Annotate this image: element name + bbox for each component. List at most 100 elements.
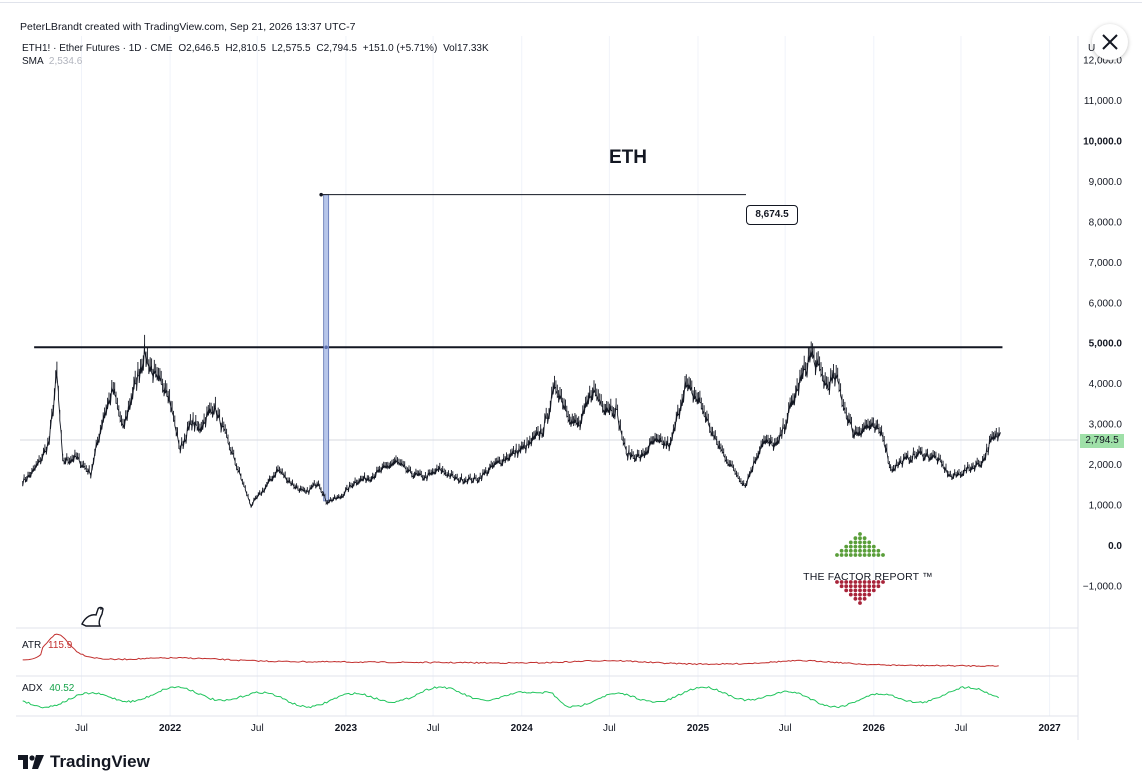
x-tick-label: Jul xyxy=(75,723,88,734)
watermark-dot-red xyxy=(848,592,853,597)
target-price-label[interactable]: 8,674.5 xyxy=(746,205,798,225)
watermark-dot-red xyxy=(853,580,858,584)
watermark-dot-red xyxy=(862,592,867,597)
open-value: O2,646.5 xyxy=(178,43,220,54)
watermark-dot-red xyxy=(858,596,862,601)
sma-value: 2,534.6 xyxy=(48,56,83,67)
y-tick-label: 4,000.0 xyxy=(1089,379,1123,390)
close-icon xyxy=(1102,34,1118,50)
atr-value: 115.9 xyxy=(48,640,73,651)
watermark-dot-green xyxy=(876,548,881,553)
sma-label[interactable]: SMA xyxy=(22,56,44,67)
watermark-dot-red xyxy=(858,601,862,605)
atr-line[interactable] xyxy=(22,633,999,667)
y-tick-label: 5,000.0 xyxy=(1089,339,1123,350)
watermark-dot-red xyxy=(848,584,853,589)
watermark-dot-green xyxy=(853,544,858,549)
watermark-dot-green xyxy=(858,553,862,557)
watermark-dot-green xyxy=(858,536,862,541)
watermark-dot-red xyxy=(876,584,881,589)
adx-line[interactable] xyxy=(22,686,999,709)
watermark-dot-green xyxy=(862,536,867,541)
watermark-dot-green xyxy=(844,544,849,549)
low-value: L2,575.5 xyxy=(271,43,311,54)
x-tick-label: Jul xyxy=(955,723,968,734)
watermark-dot-red xyxy=(871,588,876,593)
watermark-dot-green xyxy=(853,536,858,541)
watermark-dot-green xyxy=(867,540,872,545)
tradingview-logo: TradingView xyxy=(18,752,150,772)
watermark-dot-red xyxy=(835,580,839,584)
watermark-dot-red xyxy=(858,592,862,597)
price-axis-unit-label: U xyxy=(1088,43,1096,54)
adx-value: 40.52 xyxy=(49,683,75,694)
x-tick-label: 2024 xyxy=(511,723,534,734)
y-tick-label: 3,000.0 xyxy=(1089,420,1123,431)
watermark-dot-green xyxy=(853,548,858,553)
atr-legend: ATR 115.9 xyxy=(22,640,72,651)
watermark-text: THE FACTOR REPORT ™ xyxy=(803,571,933,583)
symbol-legend: ETH1! · Ether Futures · 1D · CME O2,646.… xyxy=(22,42,489,68)
watermark-dot-green xyxy=(862,544,867,549)
watermark-dot-green xyxy=(853,540,858,545)
watermark-dot-red xyxy=(858,584,862,589)
factor-report-watermark xyxy=(808,530,928,615)
x-tick-label: 2025 xyxy=(687,723,710,734)
watermark-dot-green xyxy=(853,553,858,557)
watermark-dot-green xyxy=(858,548,862,553)
atr-label[interactable]: ATR xyxy=(22,640,42,651)
watermark-dot-red xyxy=(858,580,862,584)
watermark-dot-green xyxy=(844,548,849,553)
y-tick-label: 7,000.0 xyxy=(1089,258,1123,269)
y-tick-label: 11,000.0 xyxy=(1084,96,1123,107)
y-tick-label: 1,000.0 xyxy=(1089,500,1123,511)
watermark-dot-red xyxy=(876,580,881,584)
factor-report-logo xyxy=(835,532,885,605)
watermark-dot-red xyxy=(848,588,853,593)
target-anchor-point[interactable] xyxy=(319,192,323,197)
chart-title: ETH xyxy=(609,147,647,168)
symbol-label[interactable]: ETH1! · Ether Futures · 1D · CME xyxy=(22,43,173,54)
price-series[interactable] xyxy=(22,334,1001,508)
watermark-dot-green xyxy=(848,553,853,557)
watermark-dot-green xyxy=(839,548,844,553)
watermark-dot-red xyxy=(867,592,872,597)
x-tick-label: 2027 xyxy=(1038,723,1061,734)
y-tick-label: 0.0 xyxy=(1108,541,1122,552)
y-tick-label: 6,000.0 xyxy=(1089,298,1123,309)
watermark-dot-green xyxy=(862,553,867,557)
watermark-dot-green xyxy=(858,532,862,536)
watermark-dot-red xyxy=(844,584,849,589)
adx-legend: ADX 40.52 xyxy=(22,683,74,694)
x-tick-label: Jul xyxy=(779,723,792,734)
adx-label[interactable]: ADX xyxy=(22,683,43,694)
watermark-dot-red xyxy=(844,580,849,584)
x-tick-label: Jul xyxy=(251,723,264,734)
watermark-dot-green xyxy=(848,540,853,545)
watermark-dot-green xyxy=(867,553,872,557)
watermark-dot-green xyxy=(867,548,872,553)
close-button[interactable] xyxy=(1092,24,1128,60)
tradingview-icon xyxy=(18,755,44,769)
y-tick-label: 8,000.0 xyxy=(1089,217,1123,228)
watermark-dot-green xyxy=(876,553,881,557)
watermark-dot-red xyxy=(839,584,844,589)
watermark-dot-red xyxy=(862,580,867,584)
watermark-dot-green xyxy=(839,553,844,557)
watermark-dot-red xyxy=(853,588,858,593)
watermark-dot-green xyxy=(881,553,885,557)
watermark-dot-red xyxy=(867,584,872,589)
watermark-dot-green xyxy=(871,553,876,557)
watermark-dot-green xyxy=(858,540,862,545)
y-tick-label: 2,000.0 xyxy=(1089,460,1123,471)
watermark-dot-red xyxy=(844,588,849,593)
measure-midpoint xyxy=(324,345,328,350)
watermark-dot-red xyxy=(839,580,844,584)
x-tick-label: 2026 xyxy=(863,723,886,734)
change-value: +151.0 (+5.71%) xyxy=(362,43,438,54)
watermark-dot-green xyxy=(835,553,839,557)
x-tick-label: 2023 xyxy=(335,723,358,734)
watermark-dot-red xyxy=(867,580,872,584)
close-value: C2,794.5 xyxy=(316,43,357,54)
